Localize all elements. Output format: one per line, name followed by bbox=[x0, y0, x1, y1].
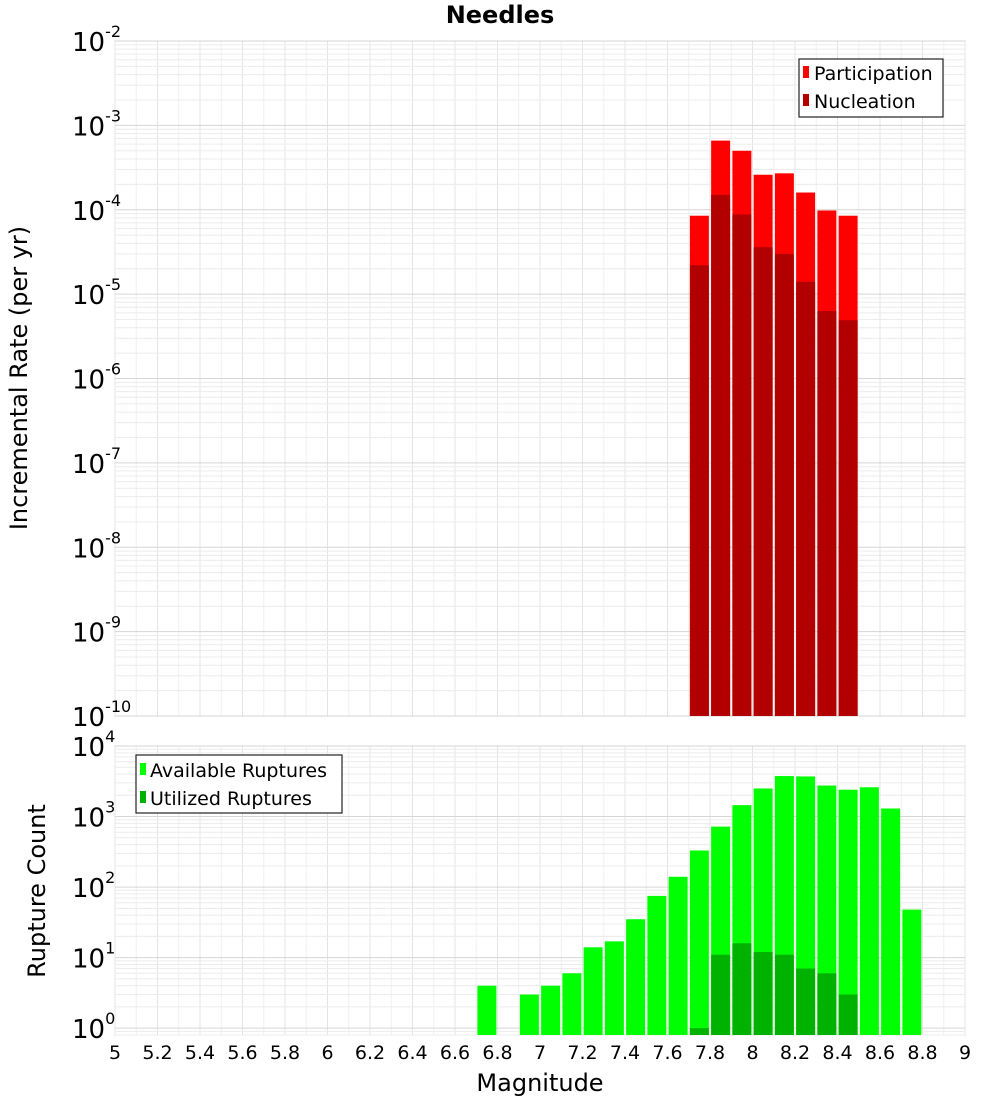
x-tick-label: 8.4 bbox=[822, 1042, 852, 1064]
x-tick-label: 6.6 bbox=[440, 1042, 470, 1064]
available-ruptures-bar bbox=[859, 787, 879, 1035]
x-tick-label: 7.4 bbox=[610, 1042, 640, 1064]
available-ruptures-bar bbox=[626, 919, 646, 1035]
available-ruptures-bar bbox=[562, 973, 582, 1035]
nucleation-bar bbox=[838, 320, 858, 716]
utilized-ruptures-bar bbox=[817, 973, 837, 1035]
bottom-y-tick-label: 102 bbox=[72, 868, 115, 904]
nucleation-bar bbox=[711, 194, 731, 716]
x-tick-label: 5 bbox=[109, 1042, 121, 1064]
legend-nucleation-label: Nucleation bbox=[814, 91, 916, 113]
x-tick-label: 9 bbox=[959, 1042, 971, 1064]
x-tick-label: 5.4 bbox=[185, 1042, 215, 1064]
top-panel: Needles 10-2 10-3 10-4 10-5 10-6 10-7 10-8 10-9… bbox=[5, 1, 966, 733]
top-y-tick-label: 10-3 bbox=[72, 106, 121, 142]
nucleation-bar bbox=[753, 247, 773, 716]
available-ruptures-bar bbox=[817, 785, 837, 1035]
nucleation-bar bbox=[796, 281, 816, 716]
x-tick-label: 8.2 bbox=[780, 1042, 810, 1064]
legend-utilized-label: Utilized Ruptures bbox=[150, 788, 312, 810]
top-y-tick-label: 10-6 bbox=[72, 360, 121, 396]
top-y-tick-label: 10-5 bbox=[72, 275, 121, 311]
available-ruptures-bar bbox=[477, 985, 497, 1035]
x-tick-label: 6 bbox=[321, 1042, 333, 1064]
x-tick-label: 5.8 bbox=[270, 1042, 300, 1064]
bottom-y-tick-label: 103 bbox=[72, 798, 115, 834]
x-axis-label: Magnitude bbox=[476, 1069, 603, 1097]
available-ruptures-bar bbox=[647, 895, 667, 1035]
top-y-axis-label: Incremental Rate (per yr) bbox=[5, 226, 33, 530]
utilized-ruptures-bar bbox=[732, 943, 752, 1035]
utilized-ruptures-bar bbox=[753, 952, 773, 1035]
bottom-grid bbox=[114, 745, 966, 1036]
available-ruptures-bar bbox=[583, 947, 603, 1035]
legend-available-swatch bbox=[140, 763, 146, 775]
x-tick-label: 5.6 bbox=[227, 1042, 257, 1064]
legend-available-label: Available Ruptures bbox=[150, 760, 327, 782]
x-tick-label: 8 bbox=[746, 1042, 758, 1064]
bottom-legend: Available Ruptures Utilized Ruptures bbox=[135, 754, 343, 814]
bottom-bars bbox=[477, 776, 922, 1035]
utilized-ruptures-bar bbox=[774, 954, 794, 1035]
nucleation-bar bbox=[817, 311, 837, 716]
x-tick-label: 6.8 bbox=[482, 1042, 512, 1064]
utilized-ruptures-bar bbox=[838, 994, 858, 1035]
available-ruptures-bar bbox=[519, 994, 539, 1035]
top-legend: Participation Nucleation bbox=[798, 58, 944, 118]
bottom-y-tick-label: 104 bbox=[72, 727, 115, 763]
legend-participation-swatch bbox=[803, 66, 809, 78]
chart-title: Needles bbox=[446, 1, 555, 29]
utilized-ruptures-bar bbox=[711, 954, 731, 1035]
x-tick-label: 7.6 bbox=[652, 1042, 682, 1064]
nucleation-bar bbox=[774, 253, 794, 716]
available-ruptures-bar bbox=[902, 909, 922, 1035]
x-tick-label: 8.6 bbox=[865, 1042, 895, 1064]
nucleation-bar bbox=[689, 265, 709, 716]
x-tick-label: 6.4 bbox=[397, 1042, 427, 1064]
top-y-tick-label: 10-2 bbox=[72, 22, 121, 58]
top-legend-box bbox=[798, 58, 944, 118]
top-y-tick-label: 10-10 bbox=[72, 697, 131, 733]
x-tick-label: 5.2 bbox=[142, 1042, 172, 1064]
legend-utilized-swatch bbox=[140, 791, 146, 803]
available-ruptures-bar bbox=[541, 985, 561, 1035]
top-y-tick-label: 10-9 bbox=[72, 613, 121, 649]
legend-participation-label: Participation bbox=[814, 63, 933, 85]
x-tick-label: 6.2 bbox=[355, 1042, 385, 1064]
nucleation-bar bbox=[732, 214, 752, 717]
x-tick-label: 7.2 bbox=[567, 1042, 597, 1064]
bottom-legend-box bbox=[135, 754, 343, 814]
top-bars bbox=[689, 140, 858, 717]
top-grid bbox=[114, 40, 966, 717]
top-y-tick-label: 10-4 bbox=[72, 191, 121, 227]
legend-nucleation-swatch bbox=[803, 94, 809, 106]
x-tick-label: 7.8 bbox=[695, 1042, 725, 1064]
bottom-y-ticks: 104 103 102 101 100 bbox=[72, 727, 115, 1045]
x-tick-label: 8.8 bbox=[907, 1042, 937, 1064]
x-tick-label: 7 bbox=[534, 1042, 546, 1064]
available-ruptures-bar bbox=[689, 850, 709, 1035]
available-ruptures-bar bbox=[838, 789, 858, 1035]
x-ticks: 5 5.2 5.4 5.6 5.8 6 6.2 6.4 6.6 6.8 7 7.2 7.4 7.6 7.8 8… bbox=[109, 1042, 971, 1064]
bottom-panel: 104 103 102 101 100 5 5.2 5.4 5.6 5.8 6 6.2 6.4 6.6 6… bbox=[23, 727, 971, 1097]
bottom-y-axis-label: Rupture Count bbox=[23, 804, 51, 978]
available-ruptures-bar bbox=[668, 876, 688, 1035]
top-y-ticks: 10-2 10-3 10-4 10-5 10-6 10-7 10-8 10-9 10-10 bbox=[72, 22, 131, 733]
available-ruptures-bar bbox=[881, 808, 901, 1035]
utilized-ruptures-bar bbox=[796, 968, 816, 1035]
bottom-y-tick-label: 101 bbox=[72, 939, 115, 975]
utilized-ruptures-bar bbox=[689, 1028, 709, 1035]
top-y-tick-label: 10-7 bbox=[72, 444, 121, 480]
bottom-y-tick-label: 100 bbox=[72, 1009, 115, 1045]
top-y-tick-label: 10-8 bbox=[72, 528, 121, 564]
available-ruptures-bar bbox=[604, 941, 624, 1035]
